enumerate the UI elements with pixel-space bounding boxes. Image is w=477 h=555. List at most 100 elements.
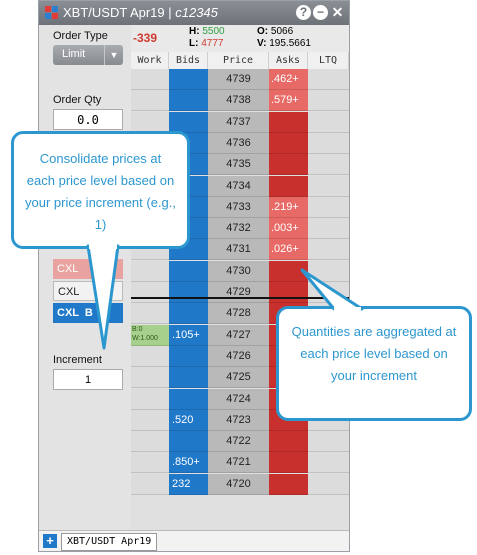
ladder-row: 4730 [131, 260, 349, 282]
work-cell[interactable] [131, 431, 169, 453]
column-header-asks[interactable]: Asks [269, 52, 308, 69]
price-cell[interactable]: 4728 [208, 303, 269, 325]
ask-cell[interactable] [269, 452, 308, 474]
work-cell[interactable] [131, 345, 169, 367]
price-cell[interactable]: 4726 [208, 345, 269, 367]
ladder-row: 4722 [131, 431, 349, 453]
price-cell[interactable]: 4738 [208, 90, 269, 112]
ltq-cell [308, 196, 349, 218]
ltq-cell [308, 473, 349, 495]
ltq-cell [308, 218, 349, 240]
bid-cell[interactable] [169, 69, 208, 90]
price-cell[interactable]: 4733 [208, 196, 269, 218]
work-cell[interactable] [131, 473, 169, 495]
chevron-down-icon: ▼ [104, 45, 123, 65]
price-cell[interactable]: 4723 [208, 409, 269, 431]
market-stats: -339 H: 5500 L: 4777 O: 5066 V: 195.5661 [131, 25, 349, 52]
help-icon[interactable]: ? [296, 5, 311, 20]
ltq-cell [308, 175, 349, 197]
price-cell[interactable]: 4727 [208, 324, 269, 346]
add-tab-button[interactable]: + [43, 534, 57, 548]
price-cell[interactable]: 4724 [208, 388, 269, 410]
price-cell[interactable]: 4722 [208, 431, 269, 453]
flag-icon [45, 6, 59, 20]
work-cell[interactable] [131, 90, 169, 112]
price-cell[interactable]: 4736 [208, 132, 269, 154]
work-cell[interactable] [131, 69, 169, 90]
increment-input[interactable]: 1 [53, 369, 123, 390]
order-qty-input[interactable]: 0.0 [53, 109, 123, 130]
bid-cell[interactable] [169, 260, 208, 282]
bid-cell[interactable]: .105+ [169, 324, 208, 346]
column-header-work[interactable]: Work [131, 52, 169, 69]
work-cell[interactable] [131, 260, 169, 282]
ask-cell[interactable] [269, 473, 308, 495]
ask-cell[interactable]: .219+ [269, 196, 308, 218]
ask-cell[interactable]: .579+ [269, 90, 308, 112]
bid-cell[interactable] [169, 431, 208, 453]
ladder-row: 232 4720 [131, 473, 349, 495]
bid-cell[interactable] [169, 388, 208, 410]
bid-cell[interactable]: .520 [169, 409, 208, 431]
volume-stat: V: 195.5661 [257, 38, 311, 49]
title-bar[interactable]: XBT/USDT Apr19 | c12345 ? − ✕ [39, 1, 349, 25]
work-cell[interactable] [131, 452, 169, 474]
ladder-row: 4732.003+ [131, 218, 349, 240]
column-header-price[interactable]: Price [208, 52, 269, 69]
window-title: XBT/USDT Apr19 | c12345 [63, 5, 218, 20]
bid-cell[interactable] [169, 111, 208, 133]
work-cell[interactable] [131, 367, 169, 389]
ltq-cell [308, 111, 349, 133]
low-stat: L: 4777 [189, 38, 224, 49]
ladder-row: 4739.462+ [131, 69, 349, 90]
instrument-tab[interactable]: XBT/USDT Apr19 [61, 533, 158, 551]
column-header-ltq[interactable]: LTQ [308, 52, 349, 69]
ltq-cell [308, 431, 349, 453]
price-cell[interactable]: 4735 [208, 154, 269, 176]
ask-cell[interactable]: .462+ [269, 69, 308, 90]
price-cell[interactable]: 4731 [208, 239, 269, 261]
work-cell[interactable] [131, 388, 169, 410]
ask-cell[interactable] [269, 175, 308, 197]
price-cell[interactable]: 4737 [208, 111, 269, 133]
price-cell[interactable]: 4721 [208, 452, 269, 474]
callout-quantity-aggregation: Quantities are aggregated at each price … [276, 306, 472, 421]
price-cell[interactable]: 4734 [208, 175, 269, 197]
ladder-row: 4737 [131, 111, 349, 133]
price-cell[interactable]: 4732 [208, 218, 269, 240]
order-type-select[interactable]: Limit ▼ [53, 45, 123, 65]
bid-cell[interactable] [169, 367, 208, 389]
last-trade-line [131, 297, 349, 299]
work-cell[interactable] [131, 303, 169, 325]
footer-bar: + XBT/USDT Apr19 [39, 530, 349, 551]
close-icon[interactable]: ✕ [331, 4, 344, 20]
ask-cell[interactable] [269, 431, 308, 453]
price-cell[interactable]: 4725 [208, 367, 269, 389]
high-stat: H: 5500 [189, 26, 225, 37]
column-header-bids[interactable]: Bids [169, 52, 208, 69]
ltq-cell [308, 90, 349, 112]
minimize-icon[interactable]: − [313, 5, 328, 20]
ask-cell[interactable] [269, 111, 308, 133]
ask-cell[interactable]: .003+ [269, 218, 308, 240]
price-cell[interactable]: 4720 [208, 473, 269, 495]
work-cell[interactable] [131, 409, 169, 431]
ask-cell[interactable] [269, 132, 308, 154]
work-cell[interactable]: B:0 W:1.000 [131, 324, 169, 346]
price-cell[interactable]: 4739 [208, 69, 269, 90]
bid-cell[interactable] [169, 303, 208, 325]
bid-cell[interactable] [169, 90, 208, 112]
ltq-cell [308, 69, 349, 90]
ltq-cell [308, 239, 349, 261]
price-cell[interactable]: 4730 [208, 260, 269, 282]
ltq-cell [308, 452, 349, 474]
ask-cell[interactable] [269, 260, 308, 282]
bid-cell[interactable]: .850+ [169, 452, 208, 474]
ask-cell[interactable] [269, 154, 308, 176]
bid-cell[interactable]: 232 [169, 473, 208, 495]
ladder-row: 4738.579+ [131, 90, 349, 112]
ask-cell[interactable]: .026+ [269, 239, 308, 261]
bid-cell[interactable] [169, 345, 208, 367]
